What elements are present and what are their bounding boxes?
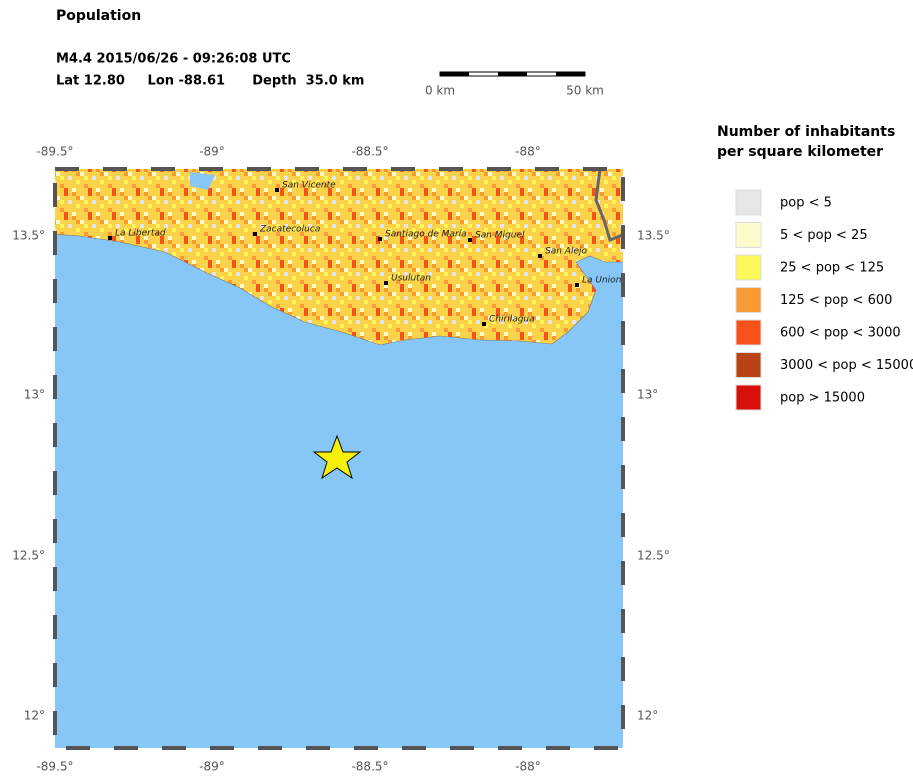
- city-marker: [538, 254, 542, 258]
- city-label: Chirilagua: [489, 315, 535, 325]
- map-area: [55, 169, 623, 748]
- legend-label: 125 < pop < 600: [780, 293, 892, 308]
- lat-label: 12°: [637, 709, 658, 723]
- city-marker: [468, 238, 472, 242]
- lat-label: 13°: [24, 388, 45, 402]
- city-label: La Union: [582, 276, 622, 286]
- city-label: Zacatecoluca: [259, 225, 320, 235]
- lon-label: -88°: [515, 760, 541, 774]
- lat-label: 12.5°: [12, 549, 45, 563]
- lon-label: -88°: [515, 145, 541, 159]
- legend-swatch: [735, 384, 762, 411]
- scale-end: 50 km: [566, 84, 604, 98]
- city-marker: [253, 232, 257, 236]
- lat-label: 13.5°: [12, 229, 45, 243]
- legend-title: Number of inhabitants: [717, 124, 895, 140]
- legend-label: 600 < pop < 3000: [780, 326, 901, 341]
- legend-label: 5 < pop < 25: [780, 228, 868, 243]
- city-marker: [384, 281, 388, 285]
- scale-start: 0 km: [425, 84, 455, 98]
- legend-label: pop < 5: [780, 196, 832, 211]
- city-label: San Vicente: [282, 181, 336, 191]
- city-label: San Alejo: [545, 247, 587, 257]
- lon-label: -89.5°: [36, 145, 73, 159]
- lon-label: -88.5°: [351, 760, 388, 774]
- border: [594, 169, 623, 243]
- lon-label: -88.5°: [351, 145, 388, 159]
- city-label: La Libertad: [115, 229, 166, 239]
- lon-label: -89.5°: [36, 760, 73, 774]
- lat-label: 12.5°: [637, 549, 670, 563]
- event: M4.4 2015/06/26 - 09:26:08 UTC: [56, 52, 291, 67]
- legend-swatch: [735, 352, 762, 378]
- city-label: Usulutan: [391, 274, 431, 284]
- legend-label: 25 < pop < 125: [780, 261, 884, 276]
- legend-label: 3000 < pop < 15000: [780, 358, 913, 373]
- lat-label: 12°: [24, 709, 45, 723]
- lon-label: -89°: [199, 760, 225, 774]
- lon-label: -89°: [199, 145, 225, 159]
- legend-label: pop > 15000: [780, 391, 865, 406]
- land: [55, 169, 623, 346]
- legend-swatch: [735, 254, 762, 281]
- city-marker: [575, 283, 579, 287]
- legend-swatch: [735, 319, 762, 346]
- city-label: San Miguel: [475, 231, 525, 241]
- scale-bar: [439, 71, 586, 77]
- legend-swatch: [735, 189, 762, 216]
- city-marker: [378, 237, 382, 241]
- lat-label: 13.5°: [637, 229, 670, 243]
- lake: [190, 172, 215, 190]
- legend-swatch: [735, 222, 762, 248]
- location: Lat 12.80 Lon -88.61 Depth 35.0 km: [56, 74, 364, 89]
- title: Population: [56, 8, 141, 24]
- legend-title: per square kilometer: [717, 144, 883, 160]
- legend-swatch: [735, 287, 762, 313]
- lat-label: 13°: [637, 388, 658, 402]
- city-marker: [482, 322, 486, 326]
- epicenter: [312, 434, 362, 480]
- city-marker: [108, 236, 112, 240]
- city-label: Santiago de María: [385, 230, 467, 240]
- city-marker: [275, 188, 279, 192]
